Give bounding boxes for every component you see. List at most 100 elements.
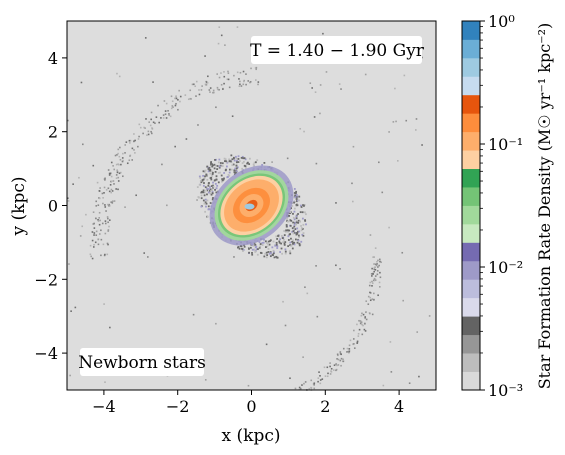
halo-particle: [219, 171, 221, 174]
star-particle: [194, 85, 197, 88]
star-particle: [357, 335, 360, 337]
halo-particle: [272, 254, 274, 256]
halo-particle: [205, 173, 208, 176]
star-particle: [301, 384, 303, 386]
halo-particle: [232, 163, 235, 166]
halo-particle: [272, 249, 275, 252]
halo-particle: [215, 191, 218, 194]
star-particle: [145, 118, 147, 120]
star-particle: [382, 384, 385, 387]
star-particle: [107, 217, 109, 220]
halo-particle: [206, 187, 208, 190]
star-particle: [415, 129, 417, 131]
halo-particle: [228, 171, 231, 174]
star-particle: [70, 310, 72, 312]
star-particle: [118, 75, 121, 78]
star-particle: [365, 311, 367, 313]
star-particle: [373, 267, 376, 269]
star-particle: [236, 71, 239, 74]
star-particle: [98, 197, 100, 199]
halo-particle: [208, 167, 211, 169]
star-particle: [117, 188, 119, 191]
star-particle: [171, 100, 174, 103]
star-particle: [98, 211, 101, 214]
halo-particle: [289, 211, 292, 214]
star-particle: [335, 368, 338, 371]
star-particle: [204, 83, 207, 86]
colorbar-tick-label: 10⁻¹: [488, 135, 523, 154]
star-particle: [92, 246, 95, 248]
star-particle: [184, 94, 187, 96]
x-tick-label: 0: [246, 397, 256, 416]
halo-particle: [281, 252, 284, 255]
halo-particle: [252, 163, 255, 166]
halo-particle: [209, 168, 212, 171]
star-particle: [379, 286, 381, 288]
star-particle: [165, 102, 168, 105]
x-tick-label: −4: [92, 397, 116, 416]
halo-particle: [297, 219, 300, 222]
halo-particle: [291, 247, 294, 250]
halo-particle: [264, 252, 267, 255]
halo-particle: [281, 237, 284, 240]
colorbar-axis: 10⁻³ 10⁻² 10⁻¹ 10⁰: [480, 12, 523, 400]
star-particle: [388, 131, 390, 133]
star-particle: [340, 88, 342, 90]
star-particle: [342, 359, 345, 362]
star-particle: [142, 132, 144, 135]
star-particle: [112, 165, 114, 167]
star-particle: [317, 380, 319, 383]
halo-particle: [215, 178, 218, 181]
star-particle: [97, 218, 99, 221]
star-particle: [374, 268, 377, 271]
star-particle: [201, 85, 203, 87]
halo-particle: [262, 241, 265, 244]
star-particle: [222, 88, 224, 90]
star-particle: [335, 264, 337, 267]
star-particle: [171, 105, 174, 107]
halo-particle: [295, 232, 298, 234]
star-particle: [233, 74, 235, 77]
halo-particle: [251, 243, 253, 246]
star-particle: [169, 115, 172, 118]
star-particle: [371, 298, 374, 300]
star-particle: [378, 161, 380, 164]
star-particle: [348, 349, 351, 352]
star-particle: [152, 121, 155, 124]
halo-particle: [289, 241, 292, 244]
star-particle: [326, 375, 329, 378]
star-particle: [107, 243, 109, 246]
halo-particle: [272, 252, 275, 255]
halo-particle: [212, 185, 215, 188]
star-particle: [216, 86, 219, 89]
halo-particle: [232, 157, 235, 160]
star-particle: [152, 81, 154, 83]
halo-particle: [231, 158, 234, 161]
star-particle: [327, 372, 329, 375]
halo-particle: [207, 205, 210, 208]
star-particle: [175, 95, 177, 97]
halo-particle: [205, 174, 208, 177]
colorbar-segment: [462, 316, 480, 336]
halo-particle: [269, 239, 272, 242]
halo-particle: [298, 242, 301, 245]
star-particle: [313, 387, 316, 390]
star-particle: [352, 145, 355, 148]
star-particle: [198, 93, 201, 96]
star-particle: [358, 328, 361, 331]
halo-particle: [208, 189, 211, 192]
halo-particle: [274, 244, 277, 247]
halo-particle: [253, 161, 256, 164]
halo-particle: [301, 217, 304, 220]
halo-particle: [295, 190, 298, 193]
star-particle: [116, 72, 118, 75]
star-particle: [371, 267, 373, 270]
halo-particle: [200, 205, 203, 208]
halo-particle: [295, 198, 298, 200]
star-particle: [359, 322, 362, 325]
star-particle: [209, 91, 211, 93]
star-particle: [403, 74, 406, 77]
halo-particle: [283, 234, 286, 237]
star-particle: [336, 353, 339, 356]
halo-particle: [203, 170, 206, 173]
